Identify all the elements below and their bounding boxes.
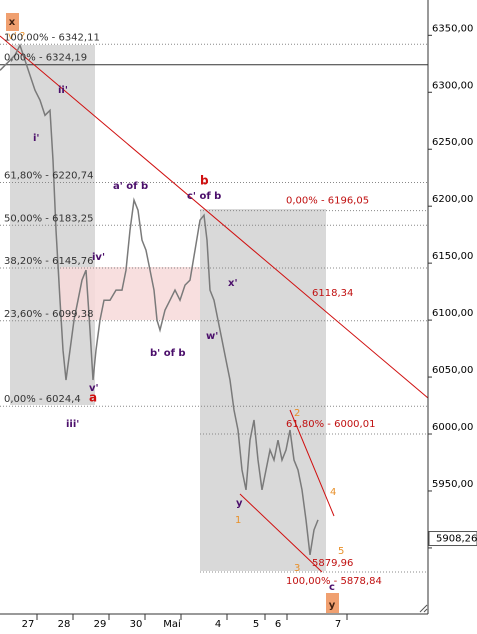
wave-label: x: [9, 17, 16, 28]
wave-label: c' of b: [187, 191, 221, 202]
last-price-label: 5908,26: [436, 534, 477, 545]
channel-line: [239, 493, 323, 573]
wave-label: 5: [338, 546, 344, 557]
wave-label: y: [236, 498, 243, 509]
price-label: 6118,34: [312, 288, 353, 299]
fib-label: 61,80% - 6000,01: [286, 419, 375, 430]
fib-label: 100,00% - 5878,84: [286, 576, 382, 587]
trend-line: [0, 35, 429, 399]
fib-label: 0,00% - 6196,05: [286, 196, 369, 207]
last-price-tag: [428, 531, 477, 547]
wave-label: v': [89, 383, 99, 394]
x-tick-label: 5: [253, 619, 259, 630]
wave-label: i': [33, 133, 40, 144]
wave-label: 3: [294, 563, 300, 574]
wave-label: b' of b: [150, 348, 186, 359]
fib-label: 0,00% - 6024,4: [4, 394, 81, 405]
wave-label: y: [329, 600, 336, 611]
wave-label: iv': [92, 252, 105, 263]
y-tick-label: 6200,00: [432, 194, 473, 205]
y-tick-label: 6050,00: [432, 365, 473, 376]
marker-box: [326, 593, 339, 613]
y-tick-label: 6350,00: [432, 23, 473, 34]
wave-label: iii': [66, 419, 79, 430]
x-tick-label: 30: [130, 619, 143, 630]
y-tick-label: 6250,00: [432, 137, 473, 148]
fib-label: 23,60% - 6099,38: [4, 309, 93, 320]
wave-label: 4: [330, 487, 336, 498]
wave-label: 2: [294, 408, 300, 419]
price-line: [0, 43, 319, 556]
x-tick-label: 4: [215, 619, 221, 630]
wave-label: ii': [58, 85, 68, 96]
y-tick-label: 6100,00: [432, 308, 473, 319]
y-tick-label: 6150,00: [432, 251, 473, 262]
price-label: 5879,96: [312, 558, 353, 569]
x-tick-label: 28: [58, 619, 71, 630]
fib-label: 50,00% - 6183,25: [4, 213, 93, 224]
wave-label: b: [200, 174, 209, 188]
x-tick-label: Mai: [163, 619, 181, 630]
wave-label: a' of b: [113, 181, 148, 192]
fib-label: 100,00% - 6342,11: [4, 32, 100, 43]
fib-label: 38,20% - 6145,76: [4, 256, 93, 267]
y-tick-label: 6000,00: [432, 422, 473, 433]
fib-label: 61,80% - 6220,74: [4, 171, 93, 182]
wave-label: v' ?: [8, 31, 25, 42]
wave-label: 1: [235, 515, 241, 526]
wave-label: c: [329, 582, 335, 593]
wave-label: w': [206, 331, 218, 342]
y-tick-label: 6300,00: [432, 80, 473, 91]
marker-box: [6, 13, 19, 31]
y-tick-label: 5950,00: [432, 479, 473, 490]
fib-label: 0,00% - 6324,19: [4, 53, 87, 64]
resize-icon: [419, 604, 428, 613]
channel-line: [289, 409, 335, 517]
x-tick-label: 6: [275, 619, 281, 630]
x-tick-label: 7: [335, 619, 341, 630]
wave-box: [10, 45, 95, 405]
wave-box: [200, 209, 326, 571]
wave-label: a: [89, 391, 97, 405]
x-tick-label: 29: [94, 619, 107, 630]
x-tick-label: 27: [22, 619, 35, 630]
wave-label: x': [228, 278, 238, 289]
